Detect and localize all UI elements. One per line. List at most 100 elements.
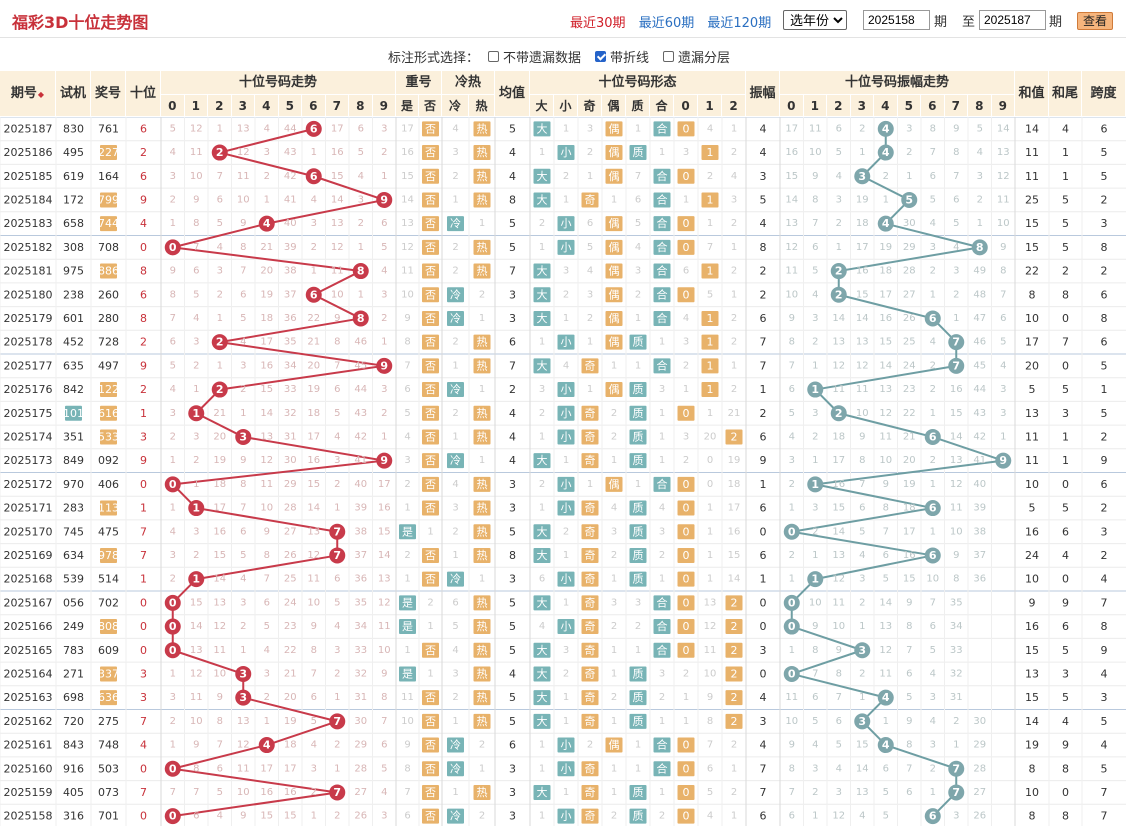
hot-box xyxy=(473,358,491,374)
checkbox-checked[interactable] xyxy=(595,51,606,62)
avg-value: 5 xyxy=(509,644,516,657)
option-no-omission[interactable]: 不带遗漏数据 xyxy=(488,47,581,66)
omission-value: 17 xyxy=(307,431,320,442)
prize-number-box-text: 337 xyxy=(98,667,119,680)
omission-value: 1 xyxy=(611,645,617,656)
from-period-input[interactable] xyxy=(863,10,930,30)
omission-value: 30 xyxy=(973,716,986,727)
query-button[interactable]: 查看 xyxy=(1077,12,1113,30)
option-with-line[interactable]: 带折线 xyxy=(595,47,649,66)
omission-value: 12 xyxy=(237,740,250,751)
trial-number: 601 xyxy=(63,312,84,325)
span-value: 2 xyxy=(1101,193,1108,206)
checkbox[interactable] xyxy=(488,51,499,62)
repeat-no-box xyxy=(422,690,439,706)
amp-value: 6 xyxy=(760,430,767,443)
omission-value: 14 xyxy=(213,574,226,585)
omission-value: 39 xyxy=(284,242,297,253)
omission-value: 8 xyxy=(334,337,340,348)
header-avg: 均值 xyxy=(495,71,530,117)
omission-value: 4 xyxy=(452,645,458,656)
omission-value: 3 xyxy=(170,550,176,561)
period-number: 2025160 xyxy=(4,762,53,775)
avg-value: 3 xyxy=(509,762,516,775)
omission-value: 4 xyxy=(240,337,246,348)
omission-value: 39 xyxy=(354,503,367,514)
span-value: 2 xyxy=(1101,549,1108,562)
omission-value: 20 xyxy=(307,360,320,371)
omission-value: 10 xyxy=(879,455,892,466)
hot-box-text: 热 xyxy=(477,644,488,657)
omission-value: 6 xyxy=(587,218,593,229)
shape-box-text: 小 xyxy=(561,407,572,420)
tens-digit: 0 xyxy=(140,644,147,657)
omission-value: 28 xyxy=(284,503,297,514)
amp-trend-line xyxy=(791,649,863,675)
sort-icon[interactable]: ◆ xyxy=(37,90,45,99)
road-box xyxy=(677,476,695,492)
omission-value: 35 xyxy=(354,597,367,608)
shape-box xyxy=(653,619,671,635)
omission-value: 3 xyxy=(930,740,936,751)
tens-trend-line xyxy=(219,151,314,178)
omission-value: 9 xyxy=(240,811,246,822)
repeat-no-box-text: 否 xyxy=(425,478,436,491)
amp-ball xyxy=(901,191,918,208)
amp-ball-text: 4 xyxy=(882,691,890,704)
shape-box xyxy=(629,453,647,469)
amp-ball-text: 8 xyxy=(976,241,984,254)
amp-ball xyxy=(783,618,800,635)
omission-value: 2 xyxy=(611,431,617,442)
tens-ball xyxy=(211,144,228,161)
link-recent-120[interactable]: 最近120期 xyxy=(707,16,772,31)
omission-value: 5 xyxy=(707,787,713,798)
omission-value: 1 xyxy=(812,550,818,561)
link-recent-30[interactable]: 最近30期 xyxy=(570,16,626,31)
tens-ball-text: 7 xyxy=(333,786,341,799)
tens-digit: 6 xyxy=(140,122,147,135)
year-select[interactable]: 选年份 xyxy=(783,10,847,30)
omission-value: 1 xyxy=(479,455,485,466)
omission-value: 3 xyxy=(906,123,912,134)
omission-value: 1 xyxy=(311,266,317,277)
link-recent-60[interactable]: 最近60期 xyxy=(638,16,695,31)
header-repeat-yes: 是 xyxy=(396,95,419,117)
repeat-no-box xyxy=(422,168,439,184)
repeat-no-box xyxy=(422,310,439,326)
repeat-no-box-text: 否 xyxy=(425,691,436,704)
cold-box xyxy=(447,571,464,587)
omission-value: 10 xyxy=(809,147,822,158)
omission-value: 8 xyxy=(404,763,410,774)
shape-box-text: 质 xyxy=(633,336,644,349)
tens-trend-line xyxy=(219,127,314,154)
option-layered-omission[interactable]: 遗漏分层 xyxy=(663,47,730,66)
omission-value: 11 xyxy=(237,171,250,182)
hot-box-text: 热 xyxy=(477,241,488,254)
omission-value: 2 xyxy=(193,360,199,371)
amp-ball-text: 6 xyxy=(929,312,937,325)
omission-value: 32 xyxy=(950,668,963,679)
shape-box-text: 奇 xyxy=(585,762,596,775)
cold-box xyxy=(447,382,464,398)
tens-ball-text: 3 xyxy=(239,667,247,680)
tens-trend-line xyxy=(172,791,338,818)
period-number: 2025159 xyxy=(4,786,53,799)
amp-value: 7 xyxy=(760,762,767,775)
omission-value: 1 xyxy=(587,479,593,490)
omission-value: 16 xyxy=(331,147,344,158)
header-period[interactable]: 期号◆ xyxy=(0,71,56,117)
omission-value: 8 xyxy=(812,645,818,656)
repeat-no-box-text: 否 xyxy=(425,122,436,135)
prize-number: 406 xyxy=(98,478,119,491)
omission-value: 3 xyxy=(611,597,617,608)
omission-value: 7 xyxy=(635,171,641,182)
omission-value: 4 xyxy=(707,811,713,822)
hot-box xyxy=(473,263,491,279)
omission-value: 3 xyxy=(381,384,387,395)
to-period-input[interactable] xyxy=(979,10,1046,30)
checkbox[interactable] xyxy=(663,51,674,62)
omission-value: 1 xyxy=(539,242,545,253)
tens-trend-line xyxy=(172,459,385,486)
omission-value: 1 xyxy=(883,716,889,727)
omission-value: 12 xyxy=(401,242,414,253)
